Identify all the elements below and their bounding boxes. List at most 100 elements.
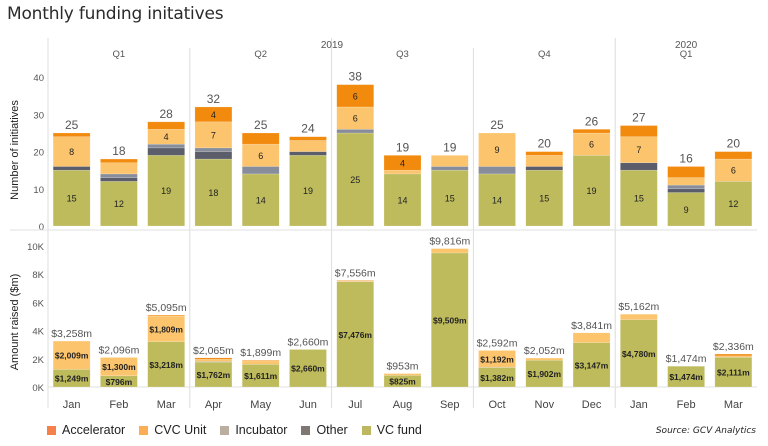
bottom-bar-vc-fund xyxy=(572,342,611,388)
bottom-bar-vc-fund xyxy=(667,365,705,388)
top-total-label: 16 xyxy=(679,151,693,165)
top-segment-label: 15 xyxy=(445,194,455,204)
bottom-total-label: $2,660m xyxy=(288,336,329,348)
top-total-label: 27 xyxy=(632,111,646,125)
x-tick-label: Mar xyxy=(724,399,743,411)
top-bar-accelerator xyxy=(289,136,327,141)
top-bar-incubator xyxy=(667,184,705,190)
bottom-segment-label: $1,902m xyxy=(528,369,562,379)
bottom-bar-cvc-unit xyxy=(383,373,422,376)
bottom-total-label: $2,065m xyxy=(193,345,234,357)
bottom-bar-cvc-unit xyxy=(525,357,564,361)
top-bar-accelerator xyxy=(100,158,138,164)
legend-item-cvc-unit[interactable]: CVC Unit xyxy=(139,423,206,437)
top-segment-label: 4 xyxy=(400,158,405,168)
top-bar-other xyxy=(147,147,185,156)
bottom-segment-label: $1,382m xyxy=(480,373,514,383)
top-segment-label: 12 xyxy=(114,199,124,209)
top-bar-accelerator xyxy=(383,155,422,171)
source-note: Source: GCV Analytics xyxy=(655,426,756,436)
bottom-total-label: $2,052m xyxy=(524,345,565,357)
bottom-bar-accelerator xyxy=(714,353,753,357)
bottom-segment-label: $825m xyxy=(389,377,416,387)
top-bar-cvc-unit xyxy=(525,155,564,167)
top-bar-accelerator xyxy=(147,121,185,130)
top-bar-vc-fund xyxy=(289,155,327,227)
quarter-label: Q1 xyxy=(680,49,693,60)
top-bar-cvc-unit xyxy=(478,132,516,167)
y-tick-label: 30 xyxy=(33,110,44,121)
top-segment-label: 19 xyxy=(161,186,171,196)
top-total-label: 20 xyxy=(727,137,741,151)
legend-item-incubator[interactable]: Incubator xyxy=(220,423,287,437)
bottom-bar-vc-fund xyxy=(431,252,469,388)
top-total-label: 19 xyxy=(396,140,410,154)
top-bar-incubator xyxy=(478,166,516,175)
bottom-total-label: $2,336m xyxy=(713,341,754,353)
top-bar-other xyxy=(525,166,564,171)
bottom-bar-cvc-unit xyxy=(572,332,611,343)
legend-item-accelerator[interactable]: Accelerator xyxy=(47,423,125,437)
top-segment-label: 6 xyxy=(589,140,594,150)
top-total-label: 25 xyxy=(490,118,504,132)
legend-item-vc-fund[interactable]: VC fund xyxy=(361,423,422,437)
top-segment-label: 6 xyxy=(353,114,358,124)
bottom-total-label: $5,095m xyxy=(146,302,187,314)
x-tick-label: Nov xyxy=(535,399,555,411)
top-bar-cvc-unit xyxy=(431,155,469,167)
bottom-bar-accelerator xyxy=(336,280,374,282)
quarter-label: Q2 xyxy=(254,49,267,60)
top-segment-label: 4 xyxy=(211,110,216,120)
top-bar-accelerator xyxy=(525,151,564,156)
top-segment-label: 9 xyxy=(684,205,689,215)
top-total-label: 19 xyxy=(443,140,457,154)
bottom-bar-vc-fund xyxy=(289,349,327,388)
top-bar-vc-fund xyxy=(100,181,138,227)
top-segment-label: 25 xyxy=(350,175,360,185)
x-tick-label: Oct xyxy=(488,399,505,411)
bottom-segment-label: $1,474m xyxy=(669,372,703,382)
y-tick-label: 10 xyxy=(33,185,44,196)
top-bar-vc-fund xyxy=(383,173,422,227)
legend-label: Other xyxy=(316,423,348,437)
top-total-label: 26 xyxy=(585,114,599,128)
top-total-label: 25 xyxy=(254,118,268,132)
y-tick-label: 0 xyxy=(39,222,44,233)
top-bar-accelerator xyxy=(336,84,374,108)
bottom-bar-vc-fund xyxy=(714,356,753,388)
bottom-bar-accelerator xyxy=(147,314,185,317)
bottom-segment-label: $1,192m xyxy=(480,354,514,364)
bottom-bar-cvc-unit xyxy=(52,340,91,370)
top-bar-vc-fund xyxy=(194,158,233,227)
legend-item-other[interactable]: Other xyxy=(301,423,348,437)
top-segment-label: 7 xyxy=(211,130,216,140)
bottom-bar-vc-fund xyxy=(194,361,233,388)
top-segment-label: 9 xyxy=(495,145,500,155)
top-bar-accelerator xyxy=(572,129,611,134)
top-bar-vc-fund xyxy=(431,169,469,227)
x-tick-label: May xyxy=(250,399,271,411)
top-bar-accelerator xyxy=(667,166,705,178)
x-tick-label: Dec xyxy=(582,399,602,411)
year-label-2020: 2020 xyxy=(675,40,698,51)
bottom-bar-cvc-unit xyxy=(431,248,469,254)
bottom-bar-vc-fund xyxy=(147,341,185,388)
bottom-bar-cvc-unit xyxy=(241,360,280,365)
top-bar-vc-fund xyxy=(620,169,658,227)
y-tick-label: 2K xyxy=(32,355,44,366)
legend-swatch-accelerator xyxy=(47,425,56,435)
top-bar-incubator xyxy=(100,173,138,178)
x-tick-label: Apr xyxy=(205,399,222,411)
bottom-total-label: $953m xyxy=(386,361,418,373)
top-bar-incubator xyxy=(194,147,233,152)
top-segment-label: 14 xyxy=(256,195,266,205)
top-bar-vc-fund xyxy=(147,155,185,227)
top-bar-incubator xyxy=(147,143,185,149)
bottom-segment-label: $1,249m xyxy=(55,374,89,384)
bottom-total-label: $1,899m xyxy=(240,347,281,359)
top-bar-other xyxy=(100,177,138,182)
quarter-label: Q4 xyxy=(538,49,551,60)
bottom-segment-label: $3,147m xyxy=(575,360,609,370)
y-tick-label: 6K xyxy=(32,298,44,309)
